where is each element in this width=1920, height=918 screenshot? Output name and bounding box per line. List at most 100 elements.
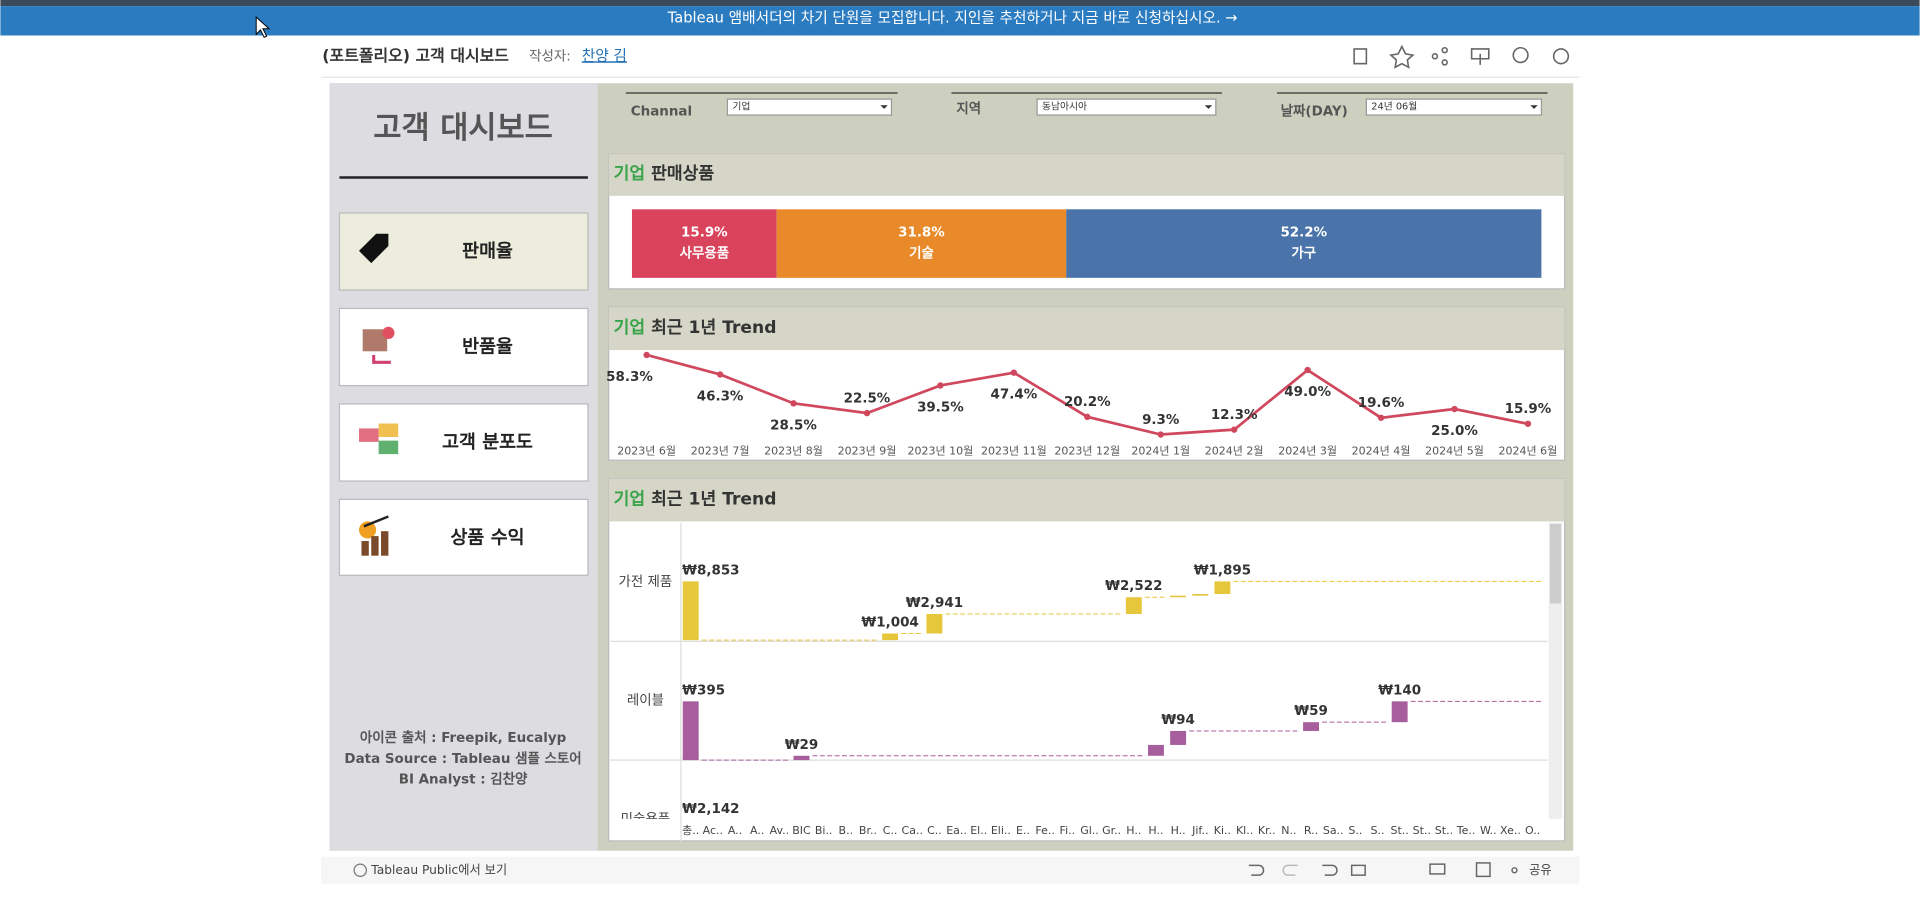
settings-icon[interactable] [1552, 48, 1570, 65]
point [1157, 431, 1164, 438]
share-icon[interactable] [1511, 867, 1518, 874]
x-tick-label: 2024년 2월 [1205, 445, 1264, 458]
point [863, 409, 871, 417]
author-link[interactable]: 찬양 김 [582, 47, 627, 64]
x-tick-label: Ac.. [703, 824, 723, 837]
panel-title: 기업 판매상품 [614, 164, 715, 184]
refresh[interactable] [1350, 864, 1366, 876]
metrics-icon[interactable] [1512, 46, 1529, 64]
edit-icon[interactable] [1353, 48, 1368, 65]
sale-icon [359, 233, 389, 264]
nav-label[interactable]: 상품 수익 [451, 528, 525, 549]
x-tick-label: Eli.. [991, 824, 1011, 837]
bar-segment [631, 209, 777, 278]
value-label: 46.3% [697, 389, 744, 404]
x-tick-label: 2024년 5월 [1425, 445, 1484, 458]
row-label: 미술용품 [621, 811, 671, 827]
value-label: 22.5% [844, 391, 891, 406]
waterfall-bar [1303, 722, 1319, 731]
x-tick-label: 2023년 6월 [617, 445, 676, 458]
waterfall-plot: 가전 제품 ₩8,853 ₩1,004 ₩2,941 ₩2,522 ₩1,895 레이블 ₩3… [609, 563, 1548, 827]
x-tick-label: B.. [839, 824, 854, 837]
value-label: 9.3% [1142, 413, 1180, 428]
panel-title: 기업 최근 1년 Trend [614, 318, 777, 338]
x-tick-label: Xe.. [1500, 824, 1521, 837]
waterfall-bar [1125, 597, 1142, 614]
value-label: 12.3% [1211, 408, 1258, 423]
filter-value[interactable]: 기업 [732, 99, 750, 112]
x-tick-label: 2023년 8월 [764, 445, 823, 458]
filter-value[interactable]: 24년 06월 [1371, 100, 1417, 112]
download-icon[interactable] [1470, 48, 1490, 65]
filter-dropdown[interactable] [1365, 98, 1543, 116]
view-link[interactable]: Tableau Public에서 보기 [370, 863, 507, 877]
x-tick-label: BIC [792, 824, 811, 837]
scroll-thumb[interactable] [1549, 523, 1561, 604]
header-toolbar [1353, 44, 1570, 69]
x-tick-label: 2023년 12월 [1054, 445, 1120, 458]
value-label: 25.0% [1431, 424, 1478, 439]
x-tick-label: C.. [883, 824, 898, 837]
viz-title: (포트폴리오) 고객 대시보드 [322, 46, 509, 65]
x-tick-label: 총.. [682, 824, 699, 837]
value-label: ₩8,853 [682, 563, 739, 578]
favorite-icon[interactable] [1389, 44, 1415, 69]
x-tick-label: Kr.. [1258, 824, 1276, 837]
x-tick-label: Fi.. [1060, 824, 1076, 837]
filter-dropdown[interactable] [1036, 98, 1217, 116]
filter-value[interactable]: 동남아시아 [1042, 100, 1087, 112]
point [1084, 413, 1091, 421]
nav-label[interactable]: 판매율 [462, 241, 513, 262]
x-tick-label: 2024년 1월 [1131, 445, 1190, 458]
waterfall-bar [1148, 744, 1164, 756]
point [790, 400, 797, 407]
panel-title: 기업 최근 1년 Trend [614, 489, 777, 509]
share-button[interactable]: 공유 [1529, 863, 1552, 877]
value-label: 52.2% [1280, 226, 1327, 241]
undo[interactable] [1248, 864, 1265, 876]
footer-toolbar [321, 856, 1580, 884]
x-tick-label: S.. [1371, 824, 1385, 837]
x-tick-label: El.. [970, 824, 987, 837]
x-tick-label: A.. [750, 824, 764, 837]
title-highlight: 기업 [614, 489, 646, 509]
bar-segment [1066, 209, 1542, 278]
point [1524, 420, 1532, 427]
point [716, 371, 724, 378]
point [1010, 369, 1018, 376]
point [1230, 426, 1238, 433]
waterfall-bar [1214, 581, 1231, 594]
x-tick-label: Ca.. [902, 824, 923, 837]
x-tick-label: Kl.. [1236, 824, 1253, 837]
filter-label: 지역 [956, 100, 981, 117]
x-tick-label: Te.. [1456, 824, 1476, 837]
x-tick-label: H.. [1171, 824, 1186, 837]
panel-header [608, 154, 1565, 196]
x-tick-label: Gr.. [1102, 824, 1121, 837]
x-tick-label: 2023년 10월 [908, 445, 974, 458]
nav-button[interactable] [338, 498, 589, 576]
nav-label[interactable]: 반품율 [462, 337, 513, 358]
waterfall-bar [1170, 595, 1187, 598]
banner[interactable] [0, 6, 1920, 36]
point [1304, 366, 1311, 374]
value-label: ₩1,004 [861, 615, 918, 630]
x-tick-label: Bi.. [815, 824, 833, 837]
revert[interactable] [1322, 864, 1338, 876]
value-label: 47.4% [991, 388, 1038, 403]
nav-label[interactable]: 고객 분포도 [442, 432, 533, 453]
fullscreen[interactable] [1475, 862, 1491, 878]
value-label: 28.5% [770, 418, 817, 433]
waterfall-bar [682, 581, 699, 641]
value-label: ₩59 [1294, 704, 1328, 719]
share-icon[interactable] [1431, 53, 1439, 60]
redo[interactable] [1282, 864, 1298, 876]
x-tick-label: Ki.. [1214, 824, 1231, 837]
value-label: 39.5% [917, 401, 964, 416]
banner-text[interactable]: Tableau 앰배서더의 차기 단원을 모집합니다. 지인을 추천하거나 지금… [667, 9, 1238, 26]
filters [625, 92, 1548, 116]
x-tick-label: W.. [1480, 824, 1497, 837]
device-preview[interactable] [1429, 863, 1446, 875]
filter-dropdown[interactable] [726, 98, 893, 116]
